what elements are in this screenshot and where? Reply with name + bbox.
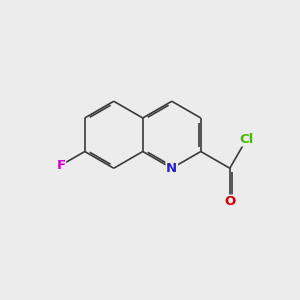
- Text: N: N: [166, 162, 177, 175]
- Text: O: O: [224, 195, 236, 208]
- Text: Cl: Cl: [239, 133, 254, 146]
- Text: F: F: [56, 159, 65, 172]
